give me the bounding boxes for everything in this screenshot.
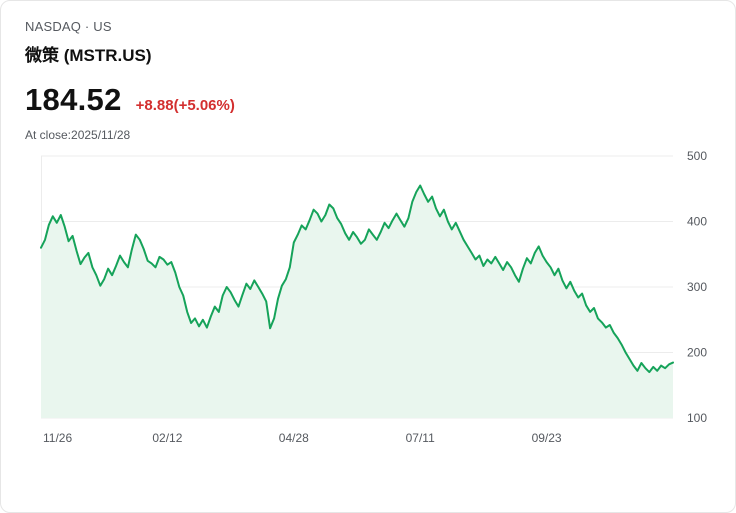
- area-fill: [41, 185, 673, 418]
- y-axis-tick-label: 300: [687, 280, 707, 294]
- y-axis-tick-label: 200: [687, 346, 707, 360]
- y-axis-tick-label: 400: [687, 215, 707, 229]
- y-axis-tick-label: 500: [687, 149, 707, 163]
- price-area-chart: 500 400 300 200 100 11/26 02/12 04/28 07/11 09/23: [40, 149, 707, 445]
- market-exchange-label: NASDAQ · US: [25, 19, 112, 34]
- as-of-timestamp: At close:2025/11/28: [25, 128, 131, 142]
- x-axis-tick-label: 11/26: [43, 431, 72, 445]
- price-line: [40, 184, 674, 374]
- price-row: 184.52 +8.88(+5.06%): [25, 82, 735, 118]
- y-axis-tick-label: 100: [687, 411, 707, 425]
- price-change: +8.88(+5.06%): [135, 97, 235, 114]
- x-axis-tick-label: 04/28: [279, 431, 309, 445]
- stock-name-title: 微策 (MSTR.US): [25, 46, 152, 65]
- chart-container: 500 400 300 200 100 11/26 02/12 04/28 07/11 09/23: [25, 149, 735, 454]
- last-price: 184.52: [25, 82, 122, 117]
- x-axis-tick-label: 02/12: [152, 431, 182, 445]
- x-axis-tick-label: 07/11: [406, 431, 435, 445]
- x-axis-tick-label: 09/23: [532, 431, 562, 445]
